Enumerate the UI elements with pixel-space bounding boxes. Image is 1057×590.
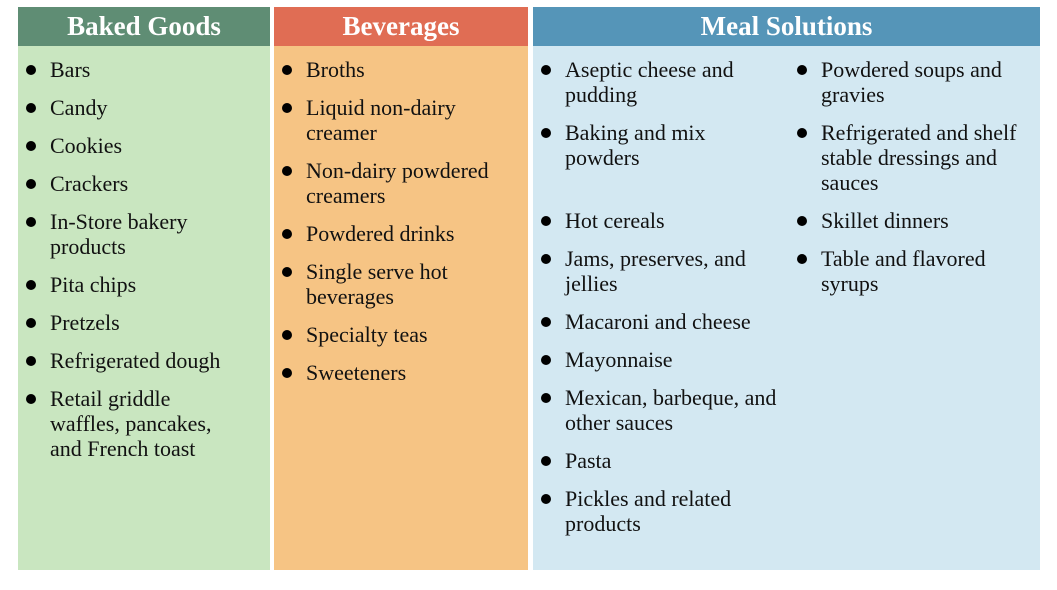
spacer xyxy=(789,347,1029,385)
item-list: Broths Liquid non-dairy creamer Non-dairy … xyxy=(274,46,528,385)
list-item: Pasta xyxy=(533,448,780,473)
spacer xyxy=(789,448,1029,486)
list-item: Powdered soups and gravies xyxy=(789,57,1036,107)
column-header: Beverages xyxy=(274,7,528,46)
list-item: Sweeteners xyxy=(274,360,506,385)
list-item: Jams, preserves, and jellies xyxy=(533,246,780,296)
list-item: Baking and mix powders xyxy=(533,120,780,195)
list-item: Powdered drinks xyxy=(274,221,506,246)
column-baked-goods: Baked Goods Bars Candy Cookies Crackers In-S… xyxy=(18,7,270,570)
list-item: Mayonnaise xyxy=(533,347,780,372)
column-header: Baked Goods xyxy=(18,7,270,46)
list-item: In-Store bakery products xyxy=(18,209,240,259)
list-item: Skillet dinners xyxy=(789,208,1036,233)
list-item: Aseptic cheese and pudding xyxy=(533,57,780,107)
list-item: Non-dairy powdered creamers xyxy=(274,158,506,208)
spacer xyxy=(789,309,1029,347)
list-item: Retail griddle waffles, pancakes, and Fr… xyxy=(18,386,240,461)
list-item: Pickles and related products xyxy=(533,486,780,536)
list-item: Crackers xyxy=(18,171,240,196)
list-item: Mexican, barbeque, and other sauces xyxy=(533,385,780,435)
list-item: Pita chips xyxy=(18,272,240,297)
list-item: Pretzels xyxy=(18,310,240,335)
list-item: Hot cereals xyxy=(533,208,780,233)
item-list: Bars Candy Cookies Crackers In-Store bakery … xyxy=(18,46,270,461)
column-header: Meal Solutions xyxy=(533,7,1040,46)
list-item: Liquid non-dairy creamer xyxy=(274,95,506,145)
column-beverages: Beverages Broths Liquid non-dairy creamer… xyxy=(274,7,528,570)
list-item: Table and flavored syrups xyxy=(789,246,1036,296)
list-item: Refrigerated and shelf stable dressings … xyxy=(789,120,1036,195)
list-item: Cookies xyxy=(18,133,240,158)
spacer xyxy=(789,486,1029,549)
spacer xyxy=(789,385,1029,448)
list-item: Candy xyxy=(18,95,240,120)
list-item: Specialty teas xyxy=(274,322,506,347)
list-item: Bars xyxy=(18,57,240,82)
item-list: Aseptic cheese and pudding Powdered soups… xyxy=(533,46,1040,549)
list-item: Macaroni and cheese xyxy=(533,309,780,334)
list-item: Refrigerated dough xyxy=(18,348,240,373)
list-item: Broths xyxy=(274,57,506,82)
column-meal-solutions: Meal Solutions Aseptic cheese and puddin… xyxy=(533,7,1040,570)
list-item: Single serve hot beverages xyxy=(274,259,506,309)
